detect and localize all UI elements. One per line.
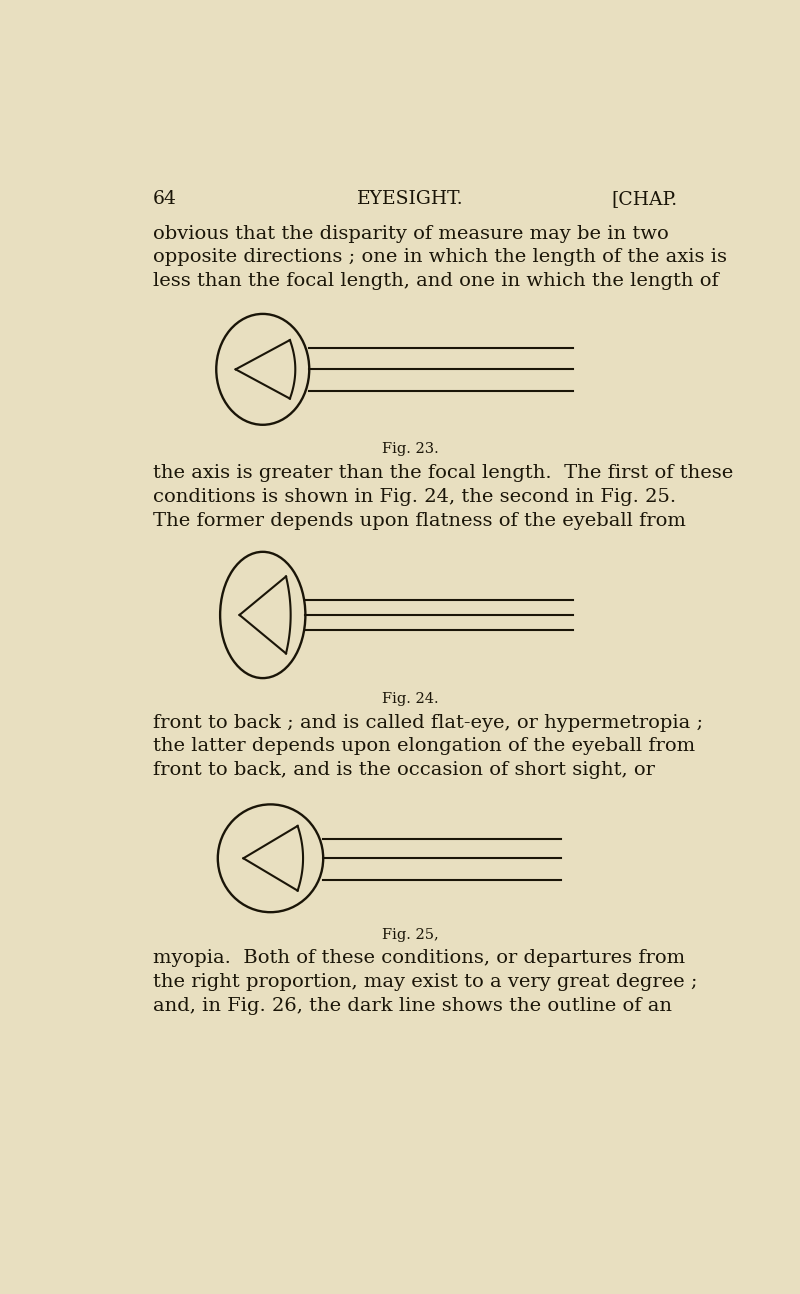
Text: front to back ; and is called flat-eye, or hypermetropia ;: front to back ; and is called flat-eye, … <box>153 713 703 731</box>
Text: The former depends upon flatness of the eyeball from: The former depends upon flatness of the … <box>153 512 686 529</box>
Text: Fig. 25,: Fig. 25, <box>382 928 438 942</box>
Text: myopia.  Both of these conditions, or departures from: myopia. Both of these conditions, or dep… <box>153 950 685 967</box>
Text: EYESIGHT.: EYESIGHT. <box>357 190 463 208</box>
Text: conditions is shown in Fig. 24, the second in Fig. 25.: conditions is shown in Fig. 24, the seco… <box>153 488 676 506</box>
Text: less than the focal length, and one in which the length of: less than the focal length, and one in w… <box>153 272 718 290</box>
Text: Fig. 24.: Fig. 24. <box>382 692 438 707</box>
Text: obvious that the disparity of measure may be in two: obvious that the disparity of measure ma… <box>153 225 669 242</box>
Text: opposite directions ; one in which the length of the axis is: opposite directions ; one in which the l… <box>153 248 726 267</box>
Text: 64: 64 <box>153 190 177 208</box>
Text: Fig. 23.: Fig. 23. <box>382 443 438 457</box>
Text: [CHAP.: [CHAP. <box>611 190 678 208</box>
Text: the right proportion, may exist to a very great degree ;: the right proportion, may exist to a ver… <box>153 973 698 991</box>
Text: and, in Fig. 26, the dark line shows the outline of an: and, in Fig. 26, the dark line shows the… <box>153 996 672 1014</box>
Text: front to back, and is the occasion of short sight, or: front to back, and is the occasion of sh… <box>153 761 654 779</box>
Text: the latter depends upon elongation of the eyeball from: the latter depends upon elongation of th… <box>153 738 695 756</box>
Text: the axis is greater than the focal length.  The first of these: the axis is greater than the focal lengt… <box>153 465 733 483</box>
